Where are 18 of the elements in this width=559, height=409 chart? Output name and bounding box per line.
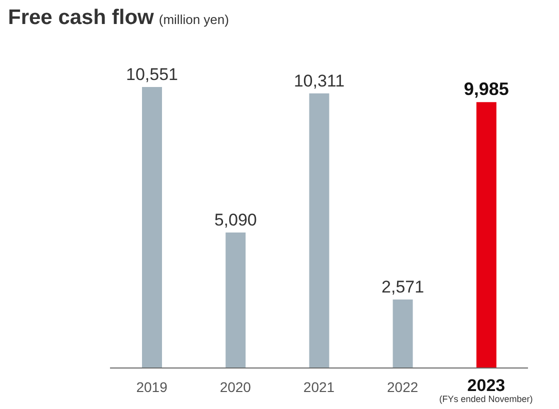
x-tick-label: 2022 bbox=[387, 379, 418, 395]
bar bbox=[142, 87, 162, 368]
x-tick-label: 2020 bbox=[220, 379, 252, 395]
data-label: 9,985 bbox=[464, 79, 509, 100]
data-label: 2,571 bbox=[382, 278, 424, 297]
bar bbox=[476, 102, 496, 368]
chart-title: Free cash flow bbox=[8, 6, 154, 29]
bar bbox=[392, 300, 413, 368]
data-label: 10,551 bbox=[126, 65, 178, 84]
x-tick-label: 2019 bbox=[136, 379, 168, 395]
data-label: 10,311 bbox=[294, 71, 345, 90]
bar bbox=[309, 93, 330, 368]
x-tick-label: 2021 bbox=[303, 379, 335, 395]
bar bbox=[226, 232, 246, 368]
chart-subtitle: (million yen) bbox=[158, 12, 229, 27]
x-tick-label: 2023 bbox=[467, 376, 506, 395]
text: (FYs ended November) bbox=[438, 394, 534, 404]
data-label: 5,090 bbox=[214, 210, 257, 230]
